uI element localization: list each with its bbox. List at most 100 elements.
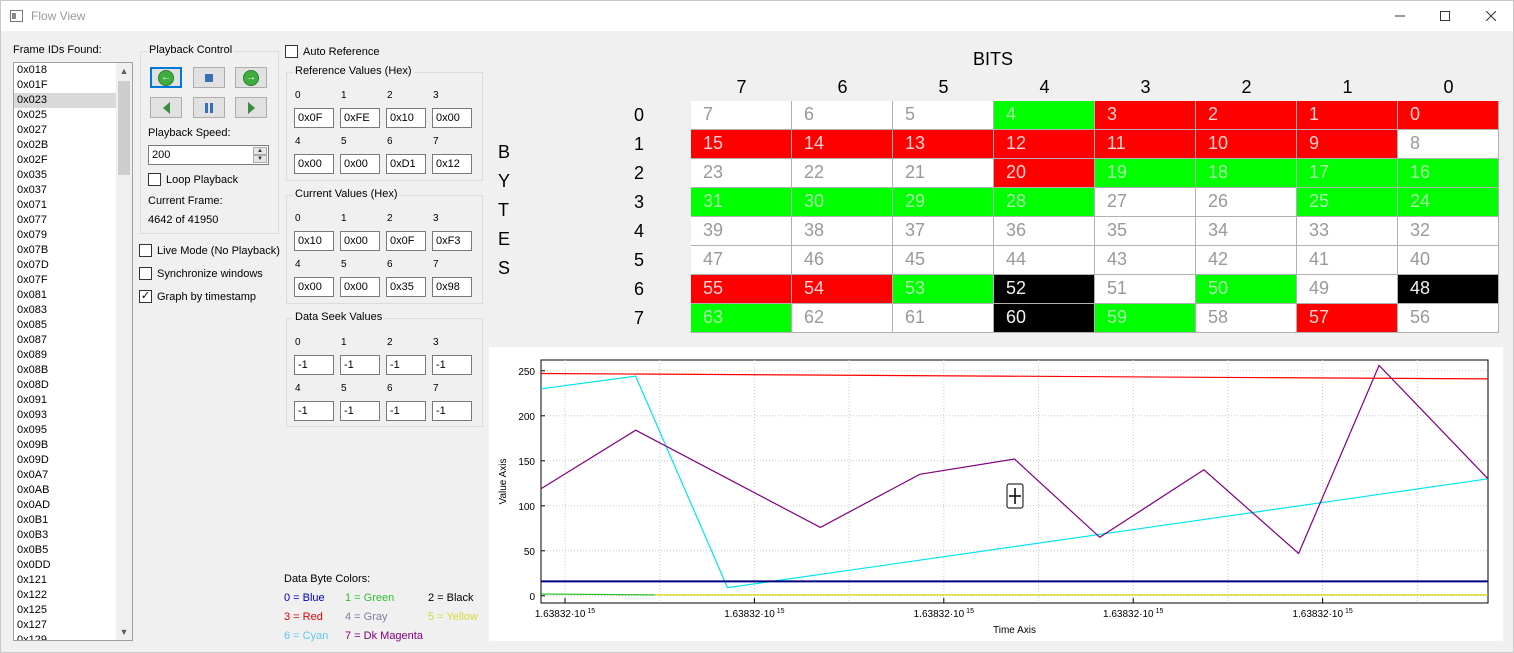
bit-cell[interactable]: 63	[691, 304, 792, 333]
bit-cell[interactable]: 60	[994, 304, 1095, 333]
bit-cell[interactable]: 7	[691, 101, 792, 130]
frame-id-item[interactable]: 0x025	[17, 109, 47, 121]
frame-id-item[interactable]: 0x081	[17, 289, 47, 301]
current_values-field[interactable]: 0x00	[294, 277, 334, 297]
bit-cell[interactable]: 46	[792, 246, 893, 275]
bit-cell[interactable]: 5	[893, 101, 994, 130]
bit-cell[interactable]: 2	[1196, 101, 1297, 130]
seek_values-field[interactable]: -1	[386, 355, 426, 375]
bit-cell[interactable]: 10	[1196, 130, 1297, 159]
bit-cell[interactable]: 57	[1297, 304, 1398, 333]
bit-cell[interactable]: 31	[691, 188, 792, 217]
bit-cell[interactable]: 8	[1398, 130, 1499, 159]
bit-cell[interactable]: 14	[792, 130, 893, 159]
reference_values-field[interactable]: 0xD1	[386, 154, 426, 174]
frame-id-item[interactable]: 0x091	[17, 394, 47, 406]
bit-cell[interactable]: 0	[1398, 101, 1499, 130]
reference_values-field[interactable]: 0x00	[432, 108, 472, 128]
frame-id-item[interactable]: 0x121	[17, 574, 47, 586]
playback-speed-spinbox[interactable]: 200 ▲ ▼	[148, 145, 269, 165]
current_values-field[interactable]: 0xF3	[432, 231, 472, 251]
frame-id-item[interactable]: 0x09D	[17, 454, 49, 466]
frame-id-item[interactable]: 0x127	[17, 619, 47, 631]
frame-id-item[interactable]: 0x035	[17, 169, 47, 181]
reference_values-field[interactable]: 0x10	[386, 108, 426, 128]
bit-cell[interactable]: 23	[691, 159, 792, 188]
bit-cell[interactable]: 15	[691, 130, 792, 159]
spin-up-icon[interactable]: ▲	[253, 147, 267, 155]
reference_values-field[interactable]: 0x00	[294, 154, 334, 174]
frame-id-item[interactable]: 0x0B3	[17, 529, 49, 541]
frame-id-item[interactable]: 0x08B	[17, 364, 49, 376]
frame-id-item[interactable]: 0x09B	[17, 439, 49, 451]
seek_values-field[interactable]: -1	[386, 401, 426, 421]
bit-cell[interactable]: 39	[691, 217, 792, 246]
frame-id-item[interactable]: 0x0A7	[17, 469, 49, 481]
value-chart[interactable]: 0 50 100 150 200 250 1.63832·10 15 1.63832·10 1…	[489, 347, 1503, 641]
frame-id-item[interactable]: 0x07D	[17, 259, 49, 271]
seek_values-field[interactable]: -1	[340, 401, 380, 421]
bit-cell[interactable]: 50	[1196, 275, 1297, 304]
bit-cell[interactable]: 28	[994, 188, 1095, 217]
frame-id-item[interactable]: 0x093	[17, 409, 47, 421]
bit-cell[interactable]: 25	[1297, 188, 1398, 217]
sync-windows-checkbox[interactable]: Synchronize windows	[139, 267, 263, 280]
seek_values-field[interactable]: -1	[432, 355, 472, 375]
bit-cell[interactable]: 62	[792, 304, 893, 333]
bit-cell[interactable]: 61	[893, 304, 994, 333]
frame-id-item[interactable]: 0x01F	[17, 79, 48, 91]
pause-button[interactable]	[193, 97, 225, 118]
seek_values-field[interactable]: -1	[294, 401, 334, 421]
auto-reference-checkbox[interactable]: Auto Reference	[285, 45, 379, 58]
bit-cell[interactable]: 37	[893, 217, 994, 246]
frame-id-item[interactable]: 0x085	[17, 319, 47, 331]
bit-cell[interactable]: 32	[1398, 217, 1499, 246]
reference_values-field[interactable]: 0x00	[340, 154, 380, 174]
bit-cell[interactable]: 55	[691, 275, 792, 304]
bit-cell[interactable]: 26	[1196, 188, 1297, 217]
bit-cell[interactable]: 51	[1095, 275, 1196, 304]
bit-cell[interactable]: 47	[691, 246, 792, 275]
frame-id-item[interactable]: 0x087	[17, 334, 47, 346]
frame-id-item[interactable]: 0x02B	[17, 139, 49, 151]
bit-cell[interactable]: 44	[994, 246, 1095, 275]
bit-cell[interactable]: 49	[1297, 275, 1398, 304]
bit-cell[interactable]: 43	[1095, 246, 1196, 275]
seek_values-field[interactable]: -1	[432, 401, 472, 421]
value-graph[interactable]: 0 50 100 150 200 250 1.63832·10 15 1.63832·10 1…	[489, 347, 1503, 641]
bit-cell[interactable]: 48	[1398, 275, 1499, 304]
bit-cell[interactable]: 3	[1095, 101, 1196, 130]
live-mode-checkbox[interactable]: Live Mode (No Playback)	[139, 244, 280, 257]
bit-cell[interactable]: 24	[1398, 188, 1499, 217]
seek_values-field[interactable]: -1	[340, 355, 380, 375]
bit-cell[interactable]: 34	[1196, 217, 1297, 246]
scroll-up-icon[interactable]: ▲	[119, 66, 129, 76]
bit-cell[interactable]: 30	[792, 188, 893, 217]
reference_values-field[interactable]: 0x12	[432, 154, 472, 174]
current_values-field[interactable]: 0x00	[340, 231, 380, 251]
reference_values-field[interactable]: 0x0F	[294, 108, 334, 128]
frame-id-item[interactable]: 0x08D	[17, 379, 49, 391]
frame-id-item[interactable]: 0x07F	[17, 274, 48, 286]
bit-cell[interactable]: 11	[1095, 130, 1196, 159]
bit-cell[interactable]: 22	[792, 159, 893, 188]
frame-id-item[interactable]: 0x0B1	[17, 514, 49, 526]
bit-cell[interactable]: 9	[1297, 130, 1398, 159]
current_values-field[interactable]: 0x98	[432, 277, 472, 297]
scroll-down-icon[interactable]: ▼	[119, 627, 129, 637]
bit-cell[interactable]: 59	[1095, 304, 1196, 333]
frame-id-item[interactable]: 0x089	[17, 349, 47, 361]
bit-cell[interactable]: 52	[994, 275, 1095, 304]
minimize-button[interactable]	[1377, 1, 1423, 31]
frame-id-item[interactable]: 0x037	[17, 184, 47, 196]
bit-cell[interactable]: 36	[994, 217, 1095, 246]
scroll-thumb[interactable]	[118, 81, 130, 175]
close-button[interactable]	[1468, 1, 1514, 31]
play-reverse-button[interactable]	[150, 97, 182, 118]
frame-id-item[interactable]: 0x0DD	[17, 559, 51, 571]
frame-id-item[interactable]: 0x071	[17, 199, 47, 211]
play-button[interactable]	[235, 97, 267, 118]
bit-cell[interactable]: 20	[994, 159, 1095, 188]
step-back-button[interactable]: ←	[150, 67, 182, 88]
current_values-field[interactable]: 0x35	[386, 277, 426, 297]
